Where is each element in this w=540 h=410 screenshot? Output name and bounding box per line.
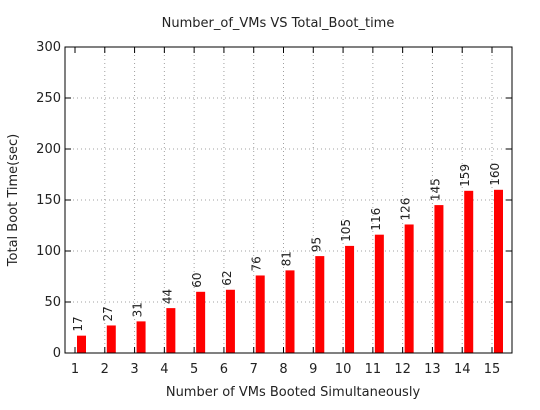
x-tick-label: 6: [220, 362, 228, 377]
bar: [106, 325, 116, 353]
data-labels: 17 27 31 44 60 62 76 81 95 105 116 126 145 159 160: [71, 163, 502, 332]
y-tick-label: 200: [36, 142, 61, 157]
data-label: 95: [309, 237, 323, 252]
y-tick-label: 300: [36, 40, 61, 55]
bar: [255, 275, 265, 353]
bar: [136, 321, 146, 353]
data-label: 126: [399, 198, 413, 221]
y-axis: 0 50 100 150 200 250 300: [36, 40, 512, 361]
data-label: 17: [71, 316, 85, 331]
x-tick-label: 8: [279, 362, 287, 377]
data-label: 81: [280, 251, 294, 266]
bar: [225, 289, 235, 353]
x-tick-label: 5: [190, 362, 198, 377]
x-tick-label: 12: [394, 362, 411, 377]
x-tick-label: 7: [250, 362, 258, 377]
bar: [464, 190, 474, 353]
y-axis-title: Total Boot Time(sec): [6, 134, 21, 267]
x-tick-label: 14: [454, 362, 471, 377]
y-tick-label: 50: [44, 295, 61, 310]
chart-title: Number_of_VMs VS Total_Boot_time: [162, 16, 395, 31]
bar: [166, 308, 176, 353]
x-tick-label: 13: [424, 362, 441, 377]
x-tick-label: 11: [365, 362, 382, 377]
x-tick-label: 3: [130, 362, 138, 377]
x-axis: 1 2 3 4 5 6 7 8 9 10 11 12 13 14 15: [71, 47, 500, 377]
data-label: 116: [369, 208, 383, 231]
data-label: 60: [190, 273, 204, 288]
x-tick-label: 9: [309, 362, 317, 377]
x-tick-label: 4: [160, 362, 168, 377]
grid-layer: [65, 47, 512, 353]
bar: [434, 205, 444, 353]
data-label: 145: [428, 178, 442, 201]
data-label: 62: [220, 270, 234, 285]
bar: [345, 245, 355, 353]
x-axis-title: Number of VMs Booted Simultaneously: [166, 385, 421, 400]
bar: [374, 234, 384, 353]
y-tick-label: 0: [53, 346, 61, 361]
y-tick-label: 250: [36, 91, 61, 106]
bar: [196, 291, 206, 353]
bars-layer: [77, 189, 503, 353]
bar: [285, 270, 295, 353]
bar: [404, 224, 414, 353]
y-tick-label: 100: [36, 244, 61, 259]
x-tick-label: 15: [484, 362, 501, 377]
bar: [77, 335, 86, 353]
data-label: 31: [131, 302, 145, 317]
data-label: 105: [339, 219, 353, 242]
x-tick-label: 1: [71, 362, 79, 377]
bar: [315, 256, 325, 353]
bar: [494, 189, 503, 353]
x-tick-label: 2: [101, 362, 109, 377]
data-label: 159: [458, 164, 472, 187]
x-tick-label: 10: [335, 362, 352, 377]
data-label: 76: [250, 256, 264, 271]
y-tick-label: 150: [36, 193, 61, 208]
data-label: 160: [488, 163, 502, 186]
data-label: 44: [160, 289, 174, 304]
data-label: 27: [101, 306, 115, 321]
